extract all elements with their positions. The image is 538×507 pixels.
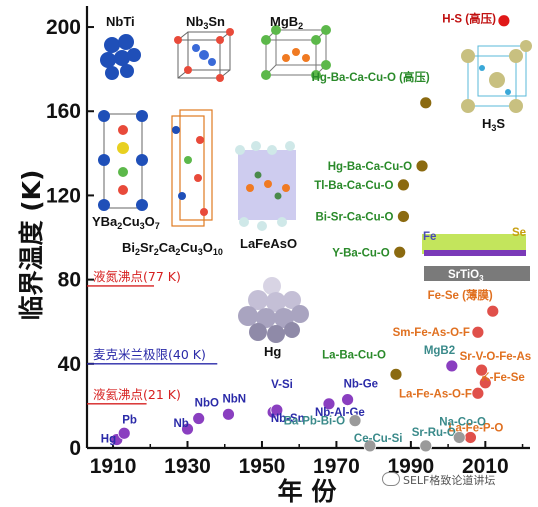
nbti-label: NbTi xyxy=(106,14,135,29)
data-point xyxy=(445,359,459,373)
data-point-label: K-Fe-Se xyxy=(481,372,524,384)
x-tick-label: 1990 xyxy=(388,455,435,478)
crystal-structures xyxy=(98,25,532,343)
data-point xyxy=(222,407,235,421)
wechat-icon xyxy=(382,472,400,486)
lafeaso-structure xyxy=(235,141,296,231)
x-axis-title: 年 份 xyxy=(278,477,337,506)
hg-cluster-label: Hg xyxy=(264,344,281,359)
y-tick-label: 120 xyxy=(46,184,81,207)
watermark-text: SELF格致论道讲坛 xyxy=(403,474,496,487)
srtio3-label: SrTiO3 xyxy=(448,269,484,283)
data-point xyxy=(478,376,492,390)
data-point xyxy=(393,245,407,259)
y-tick-label: 80 xyxy=(58,269,81,292)
data-point-label: H-S (高压) xyxy=(442,12,496,26)
data-point xyxy=(322,397,336,411)
data-point xyxy=(471,325,485,339)
structure-labels: NbTi Nb3Sn MgB2 YBa2Cu3O7 Bi2Sr2Ca2Cu3O1… xyxy=(92,14,526,359)
reference-line-label: 液氮沸点(77 K) xyxy=(93,269,181,284)
data-point-label: NbN xyxy=(222,393,246,405)
data-point-label: V-Si xyxy=(271,379,293,391)
x-tick-label: 1950 xyxy=(239,455,286,478)
data-point-label: Pb xyxy=(122,414,137,426)
y-tick-label: 0 xyxy=(69,437,81,460)
lafeaso-label: LaFeAsO xyxy=(240,236,297,251)
x-tick-label: 1910 xyxy=(90,455,137,478)
h3s-structure xyxy=(461,40,532,113)
data-point xyxy=(270,403,284,417)
ybco-structure xyxy=(98,110,148,211)
data-point xyxy=(486,304,500,318)
srtio3-film xyxy=(422,234,530,281)
y-axis-title: 临界温度 (K) xyxy=(17,170,46,321)
data-point-label: Hg xyxy=(101,434,116,446)
data-point xyxy=(192,412,206,425)
data-point-label: NbO xyxy=(195,398,219,410)
data-point xyxy=(471,386,485,400)
data-point xyxy=(389,367,403,381)
data-point-label: Nb-Sn xyxy=(271,413,305,425)
mgb2-label: MgB2 xyxy=(270,14,303,31)
watermark: SELF格致论道讲坛 xyxy=(382,472,495,488)
bscco-label: Bi2Sr2Ca2Cu3O10 xyxy=(122,240,223,257)
data-point xyxy=(497,14,511,28)
data-point-label: Na-Co-O xyxy=(439,416,486,428)
ybco-label: YBa2Cu3O7 xyxy=(92,214,160,231)
x-tick-label: 2010 xyxy=(462,455,509,478)
data-point xyxy=(341,393,354,406)
data-point-label: La-Ba-Cu-O xyxy=(322,349,386,361)
data-point-label: Hg-Ba-Ca-Cu-O (高压) xyxy=(312,70,430,84)
data-point-label: Ce-Cu-Si xyxy=(354,433,403,445)
reference-line-label: 麦克米兰极限(40 K) xyxy=(93,347,206,362)
data-point-label: Sm-Fe-As-O-F xyxy=(393,327,470,339)
x-tick-label: 1970 xyxy=(313,455,360,478)
nbti-structure xyxy=(100,34,141,80)
data-point xyxy=(397,178,410,192)
y-tick-label: 160 xyxy=(46,100,81,123)
data-point-label: Y-Ba-Cu-O xyxy=(332,247,390,259)
data-point xyxy=(363,439,377,453)
data-point-label: MgB2 xyxy=(424,345,455,357)
data-point-label: Bi-Sr-Ca-Cu-O xyxy=(315,211,393,223)
se-label: Se xyxy=(512,227,526,239)
y-tick-label: 200 xyxy=(46,16,81,39)
data-point xyxy=(419,439,433,453)
data-point-label: La-Fe-As-O-F xyxy=(399,388,472,400)
data-point-label: Nb xyxy=(174,418,189,430)
data-point xyxy=(348,414,362,428)
data-point-label: Tl-Ba-Ca-Cu-O xyxy=(314,180,393,192)
x-tick-label: 1930 xyxy=(164,455,211,478)
data-point-label: La-Fe-P-O xyxy=(448,422,503,434)
data-point xyxy=(397,210,410,223)
data-point-label: Sr-V-O-Fe-As xyxy=(460,351,532,363)
data-point-label: Sr-Ru-O xyxy=(412,427,456,439)
data-point xyxy=(475,363,489,377)
nb3sn-structure xyxy=(174,28,234,82)
reference-line-label: 液氦沸点(21 K) xyxy=(93,387,181,402)
data-point-label: Fe-Se (薄膜) xyxy=(428,288,493,302)
h3s-label: H3S xyxy=(482,116,505,133)
y-tick-label: 40 xyxy=(58,353,81,376)
bscco-structure xyxy=(171,109,213,227)
hg-cluster xyxy=(238,277,309,343)
axes xyxy=(85,6,530,450)
nb3sn-label: Nb3Sn xyxy=(186,14,225,31)
data-point-label: Ba-Pb-Bi-O xyxy=(284,416,345,428)
mgb2-structure xyxy=(261,25,331,80)
data-point xyxy=(452,431,466,444)
fe-label: Fe xyxy=(423,231,436,243)
data-point-label: Nb-Ge xyxy=(344,379,379,391)
reference-lines: 液氮沸点(77 K) 麦克米兰极限(40 K) 液氦沸点(21 K) xyxy=(87,269,218,405)
data-point-label: Hg-Ba-Ca-Cu-O xyxy=(328,161,412,173)
data-point xyxy=(415,159,429,173)
data-point xyxy=(181,422,194,436)
data-point xyxy=(419,96,433,110)
data-point xyxy=(117,426,131,440)
